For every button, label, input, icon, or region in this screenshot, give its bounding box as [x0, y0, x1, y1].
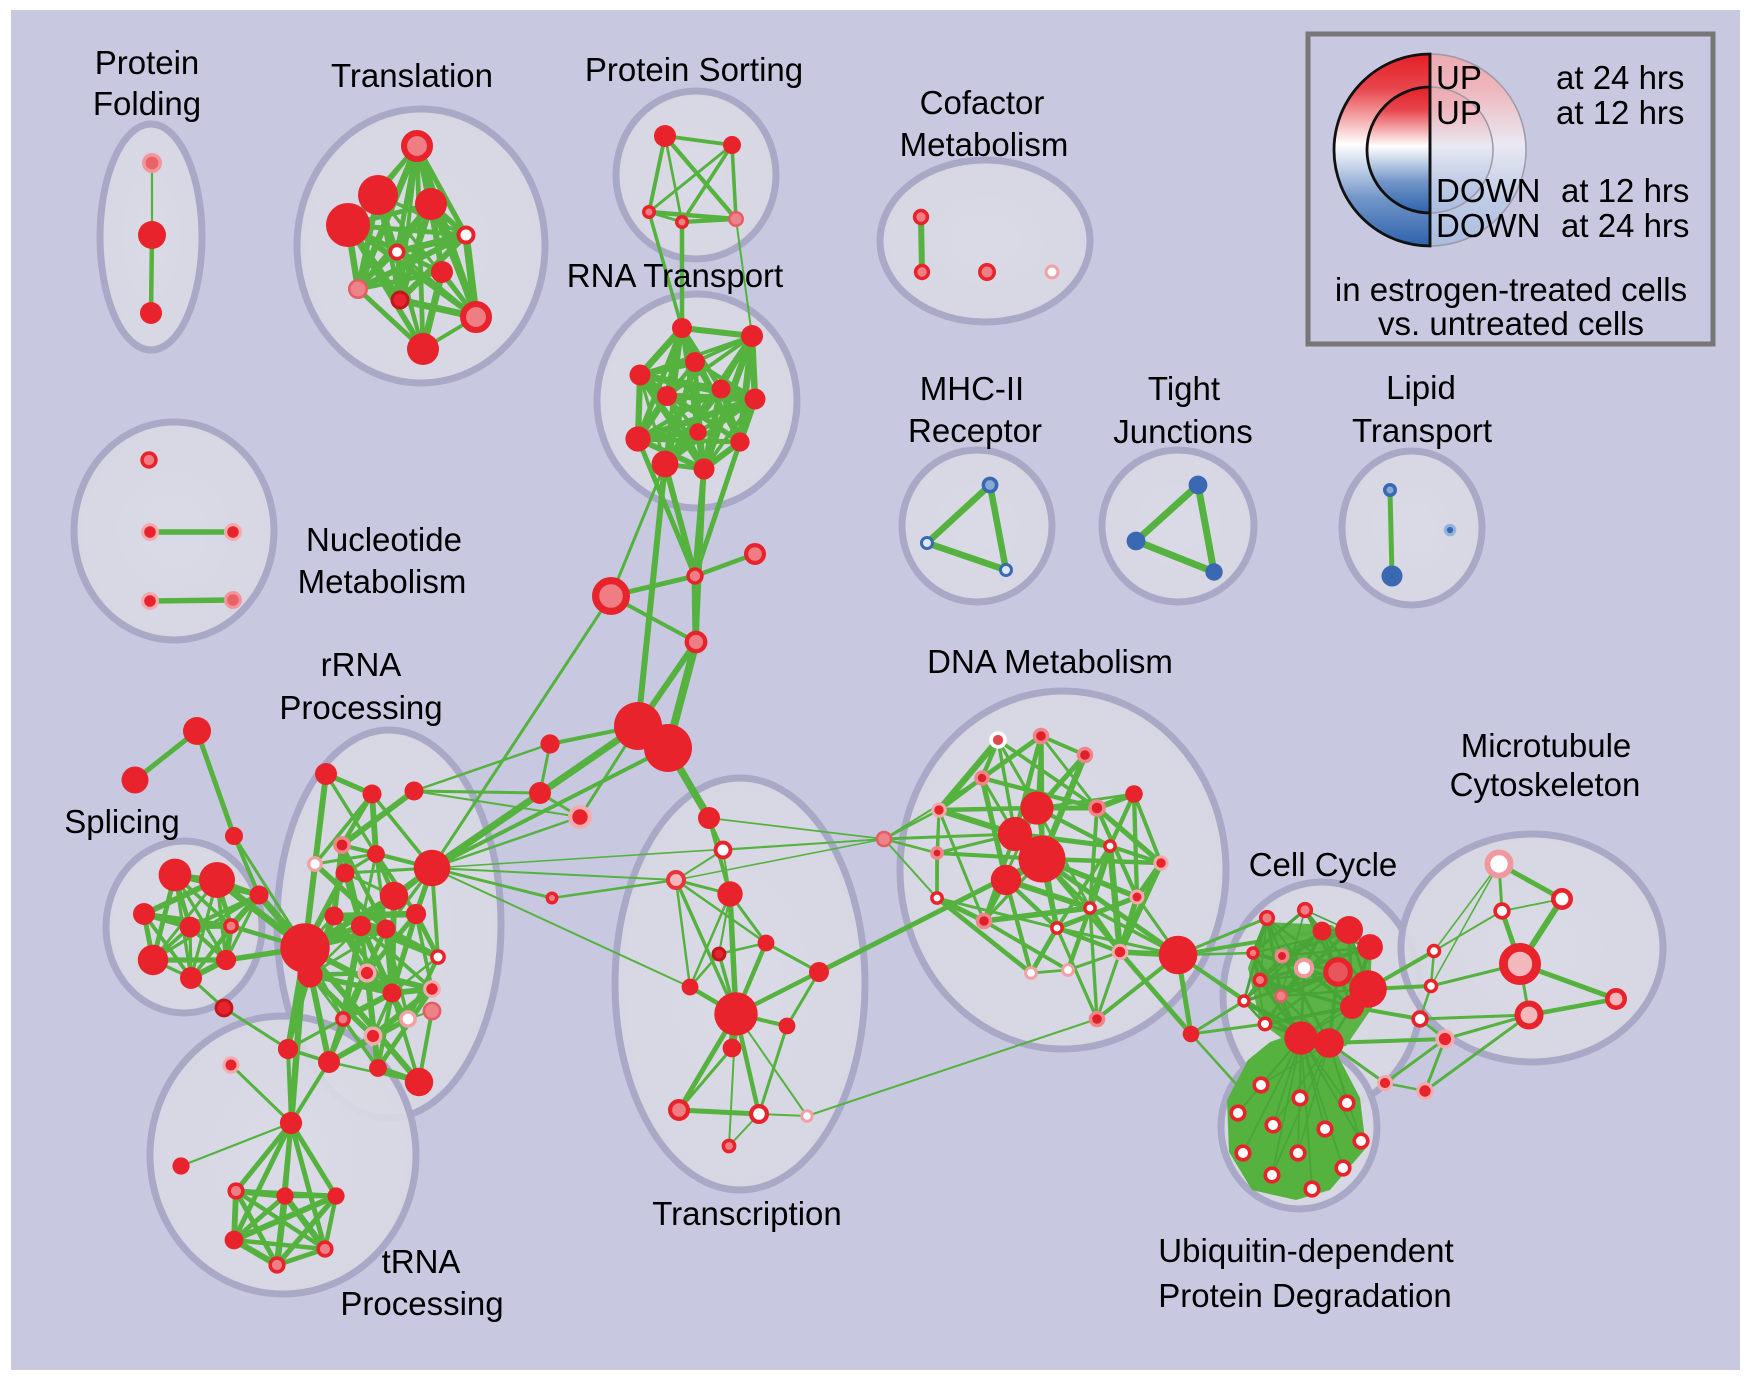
svg-text:Cofactor: Cofactor — [920, 84, 1045, 121]
svg-text:Translation: Translation — [331, 57, 493, 94]
svg-text:Cytoskeleton: Cytoskeleton — [1450, 766, 1641, 803]
svg-text:MHC-II: MHC-II — [920, 370, 1024, 407]
svg-text:Ubiquitin-dependent: Ubiquitin-dependent — [1158, 1232, 1453, 1269]
svg-text:Metabolism: Metabolism — [298, 563, 467, 600]
svg-text:Nucleotide: Nucleotide — [306, 521, 462, 558]
svg-text:at 12 hrs: at 12 hrs — [1561, 172, 1689, 209]
svg-text:Cell Cycle: Cell Cycle — [1249, 846, 1398, 883]
svg-text:RNA Transport: RNA Transport — [567, 257, 783, 294]
svg-text:Protein Sorting: Protein Sorting — [585, 51, 803, 88]
svg-text:Processing: Processing — [279, 689, 442, 726]
svg-text:vs. untreated cells: vs. untreated cells — [1378, 305, 1644, 342]
svg-text:in estrogen-treated cells: in estrogen-treated cells — [1335, 271, 1687, 308]
svg-text:at 12 hrs: at 12 hrs — [1556, 94, 1684, 131]
svg-text:at 24 hrs: at 24 hrs — [1561, 207, 1689, 244]
svg-text:DNA Metabolism: DNA Metabolism — [927, 643, 1173, 680]
svg-text:Lipid: Lipid — [1386, 369, 1456, 406]
svg-text:Microtubule: Microtubule — [1461, 727, 1632, 764]
svg-text:Protein Degradation: Protein Degradation — [1158, 1277, 1452, 1314]
svg-text:rRNA: rRNA — [321, 646, 402, 683]
svg-text:DOWN: DOWN — [1436, 172, 1540, 209]
svg-text:UP: UP — [1436, 94, 1482, 131]
svg-text:Junctions: Junctions — [1113, 413, 1252, 450]
svg-text:Processing: Processing — [340, 1285, 503, 1322]
svg-text:DOWN: DOWN — [1436, 207, 1540, 244]
svg-text:tRNA: tRNA — [382, 1243, 461, 1280]
svg-text:Splicing: Splicing — [64, 803, 180, 840]
svg-text:Receptor: Receptor — [908, 412, 1042, 449]
svg-text:Protein: Protein — [95, 44, 200, 81]
svg-text:Transport: Transport — [1352, 412, 1492, 449]
svg-text:Metabolism: Metabolism — [900, 126, 1069, 163]
svg-text:Transcription: Transcription — [652, 1195, 842, 1232]
svg-text:at 24 hrs: at 24 hrs — [1556, 59, 1684, 96]
svg-text:UP: UP — [1436, 59, 1482, 96]
svg-text:Tight: Tight — [1148, 370, 1220, 407]
svg-text:Folding: Folding — [93, 85, 201, 122]
